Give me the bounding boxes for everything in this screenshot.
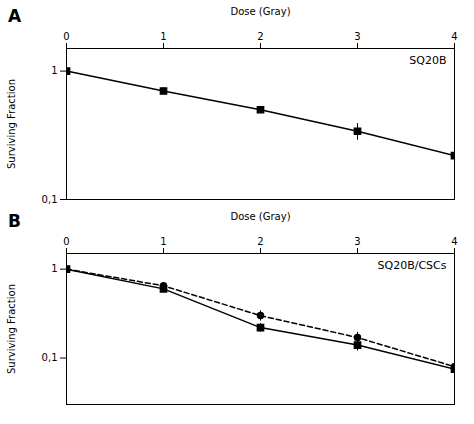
svg-text:SQ20B/CSCs: SQ20B/CSCs — [378, 259, 447, 272]
svg-text:Dose (Gray): Dose (Gray) — [230, 6, 290, 17]
html-text:A: A — [8, 6, 22, 26]
svg-text:Surviving Fraction: Surviving Fraction — [6, 79, 17, 169]
svg-text:4: 4 — [451, 236, 457, 247]
svg-text:4: 4 — [451, 31, 457, 42]
svg-text:Dose (Gray): Dose (Gray) — [230, 211, 290, 222]
svg-text:0,1: 0,1 — [42, 352, 58, 363]
svg-text:2: 2 — [257, 31, 263, 42]
html-text:B: B — [8, 211, 21, 231]
svg-text:1: 1 — [160, 31, 166, 42]
svg-text:2: 2 — [257, 236, 263, 247]
svg-text:0: 0 — [63, 31, 69, 42]
svg-text:3: 3 — [354, 236, 360, 247]
svg-text:1: 1 — [51, 263, 57, 274]
svg-text:0: 0 — [63, 236, 69, 247]
svg-text:3: 3 — [354, 31, 360, 42]
svg-text:Surviving Fraction: Surviving Fraction — [6, 284, 17, 374]
svg-text:1: 1 — [51, 65, 57, 76]
svg-text:0,1: 0,1 — [42, 194, 58, 205]
svg-text:SQ20B: SQ20B — [409, 54, 446, 67]
svg-text:1: 1 — [160, 236, 166, 247]
